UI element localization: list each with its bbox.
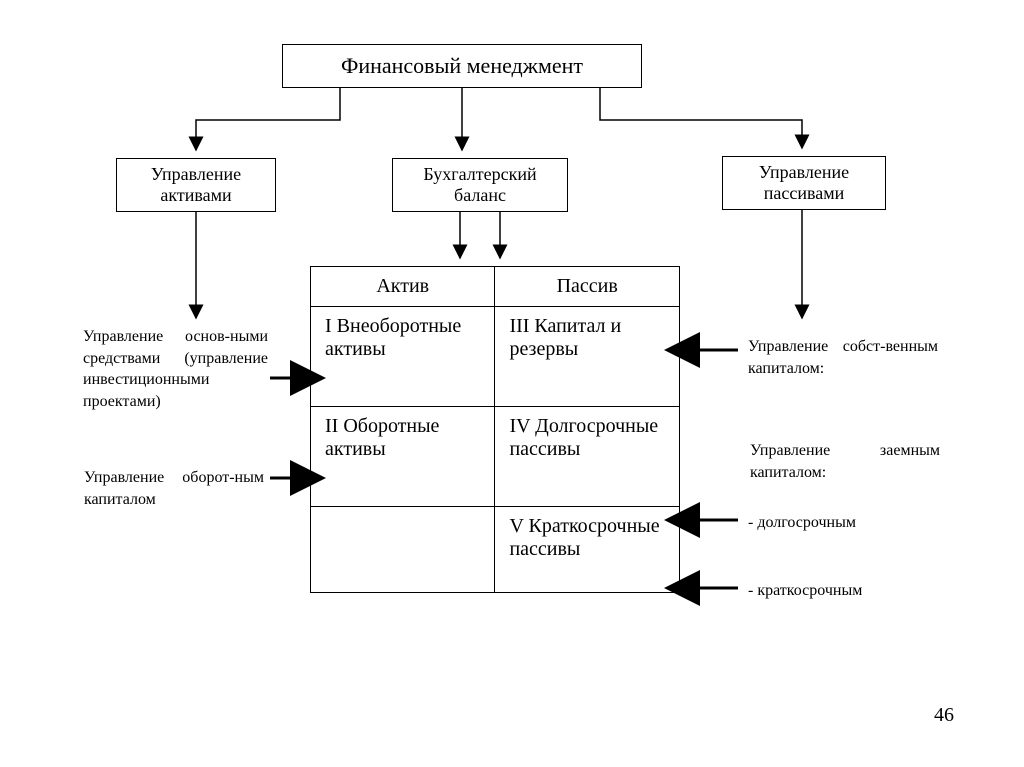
cell-iii: III Капитал и резервы bbox=[495, 307, 680, 407]
mid-box-label: Бухгалтерский баланс bbox=[403, 164, 557, 206]
left-box-label: Управление активами bbox=[127, 164, 265, 206]
balance-table: Актив Пассив I Внеоборотные активы III К… bbox=[310, 266, 680, 593]
cell-ii: II Оборотные активы bbox=[311, 407, 495, 507]
top-box: Финансовый менеджмент bbox=[282, 44, 642, 88]
right-box: Управление пассивами bbox=[722, 156, 886, 210]
mid-box: Бухгалтерский баланс bbox=[392, 158, 568, 212]
cell-empty bbox=[311, 507, 495, 593]
cell-i: I Внеоборотные активы bbox=[311, 307, 495, 407]
side-label-r2: Управление заемным капиталом: bbox=[750, 440, 940, 483]
side-label-l1: Управление основ-ными средствами (управл… bbox=[83, 326, 268, 412]
table-header-aktiv: Актив bbox=[311, 267, 495, 307]
table-row: I Внеоборотные активы III Капитал и резе… bbox=[311, 307, 680, 407]
table-row: II Оборотные активы IV Долгосрочные пасс… bbox=[311, 407, 680, 507]
side-label-r3: - долгосрочным bbox=[748, 512, 928, 534]
side-label-l2: Управление оборот-ным капиталом bbox=[84, 467, 264, 510]
left-box: Управление активами bbox=[116, 158, 276, 212]
cell-v: V Краткосрочные пассивы bbox=[495, 507, 680, 593]
table-row: V Краткосрочные пассивы bbox=[311, 507, 680, 593]
cell-iv: IV Долгосрочные пассивы bbox=[495, 407, 680, 507]
right-box-label: Управление пассивами bbox=[733, 162, 875, 204]
side-label-r4: - краткосрочным bbox=[748, 580, 928, 602]
table-header-row: Актив Пассив bbox=[311, 267, 680, 307]
top-box-label: Финансовый менеджмент bbox=[341, 53, 583, 79]
page-number: 46 bbox=[934, 704, 954, 727]
table-header-passiv: Пассив bbox=[495, 267, 680, 307]
side-label-r1: Управление собст-венным капиталом: bbox=[748, 336, 938, 379]
